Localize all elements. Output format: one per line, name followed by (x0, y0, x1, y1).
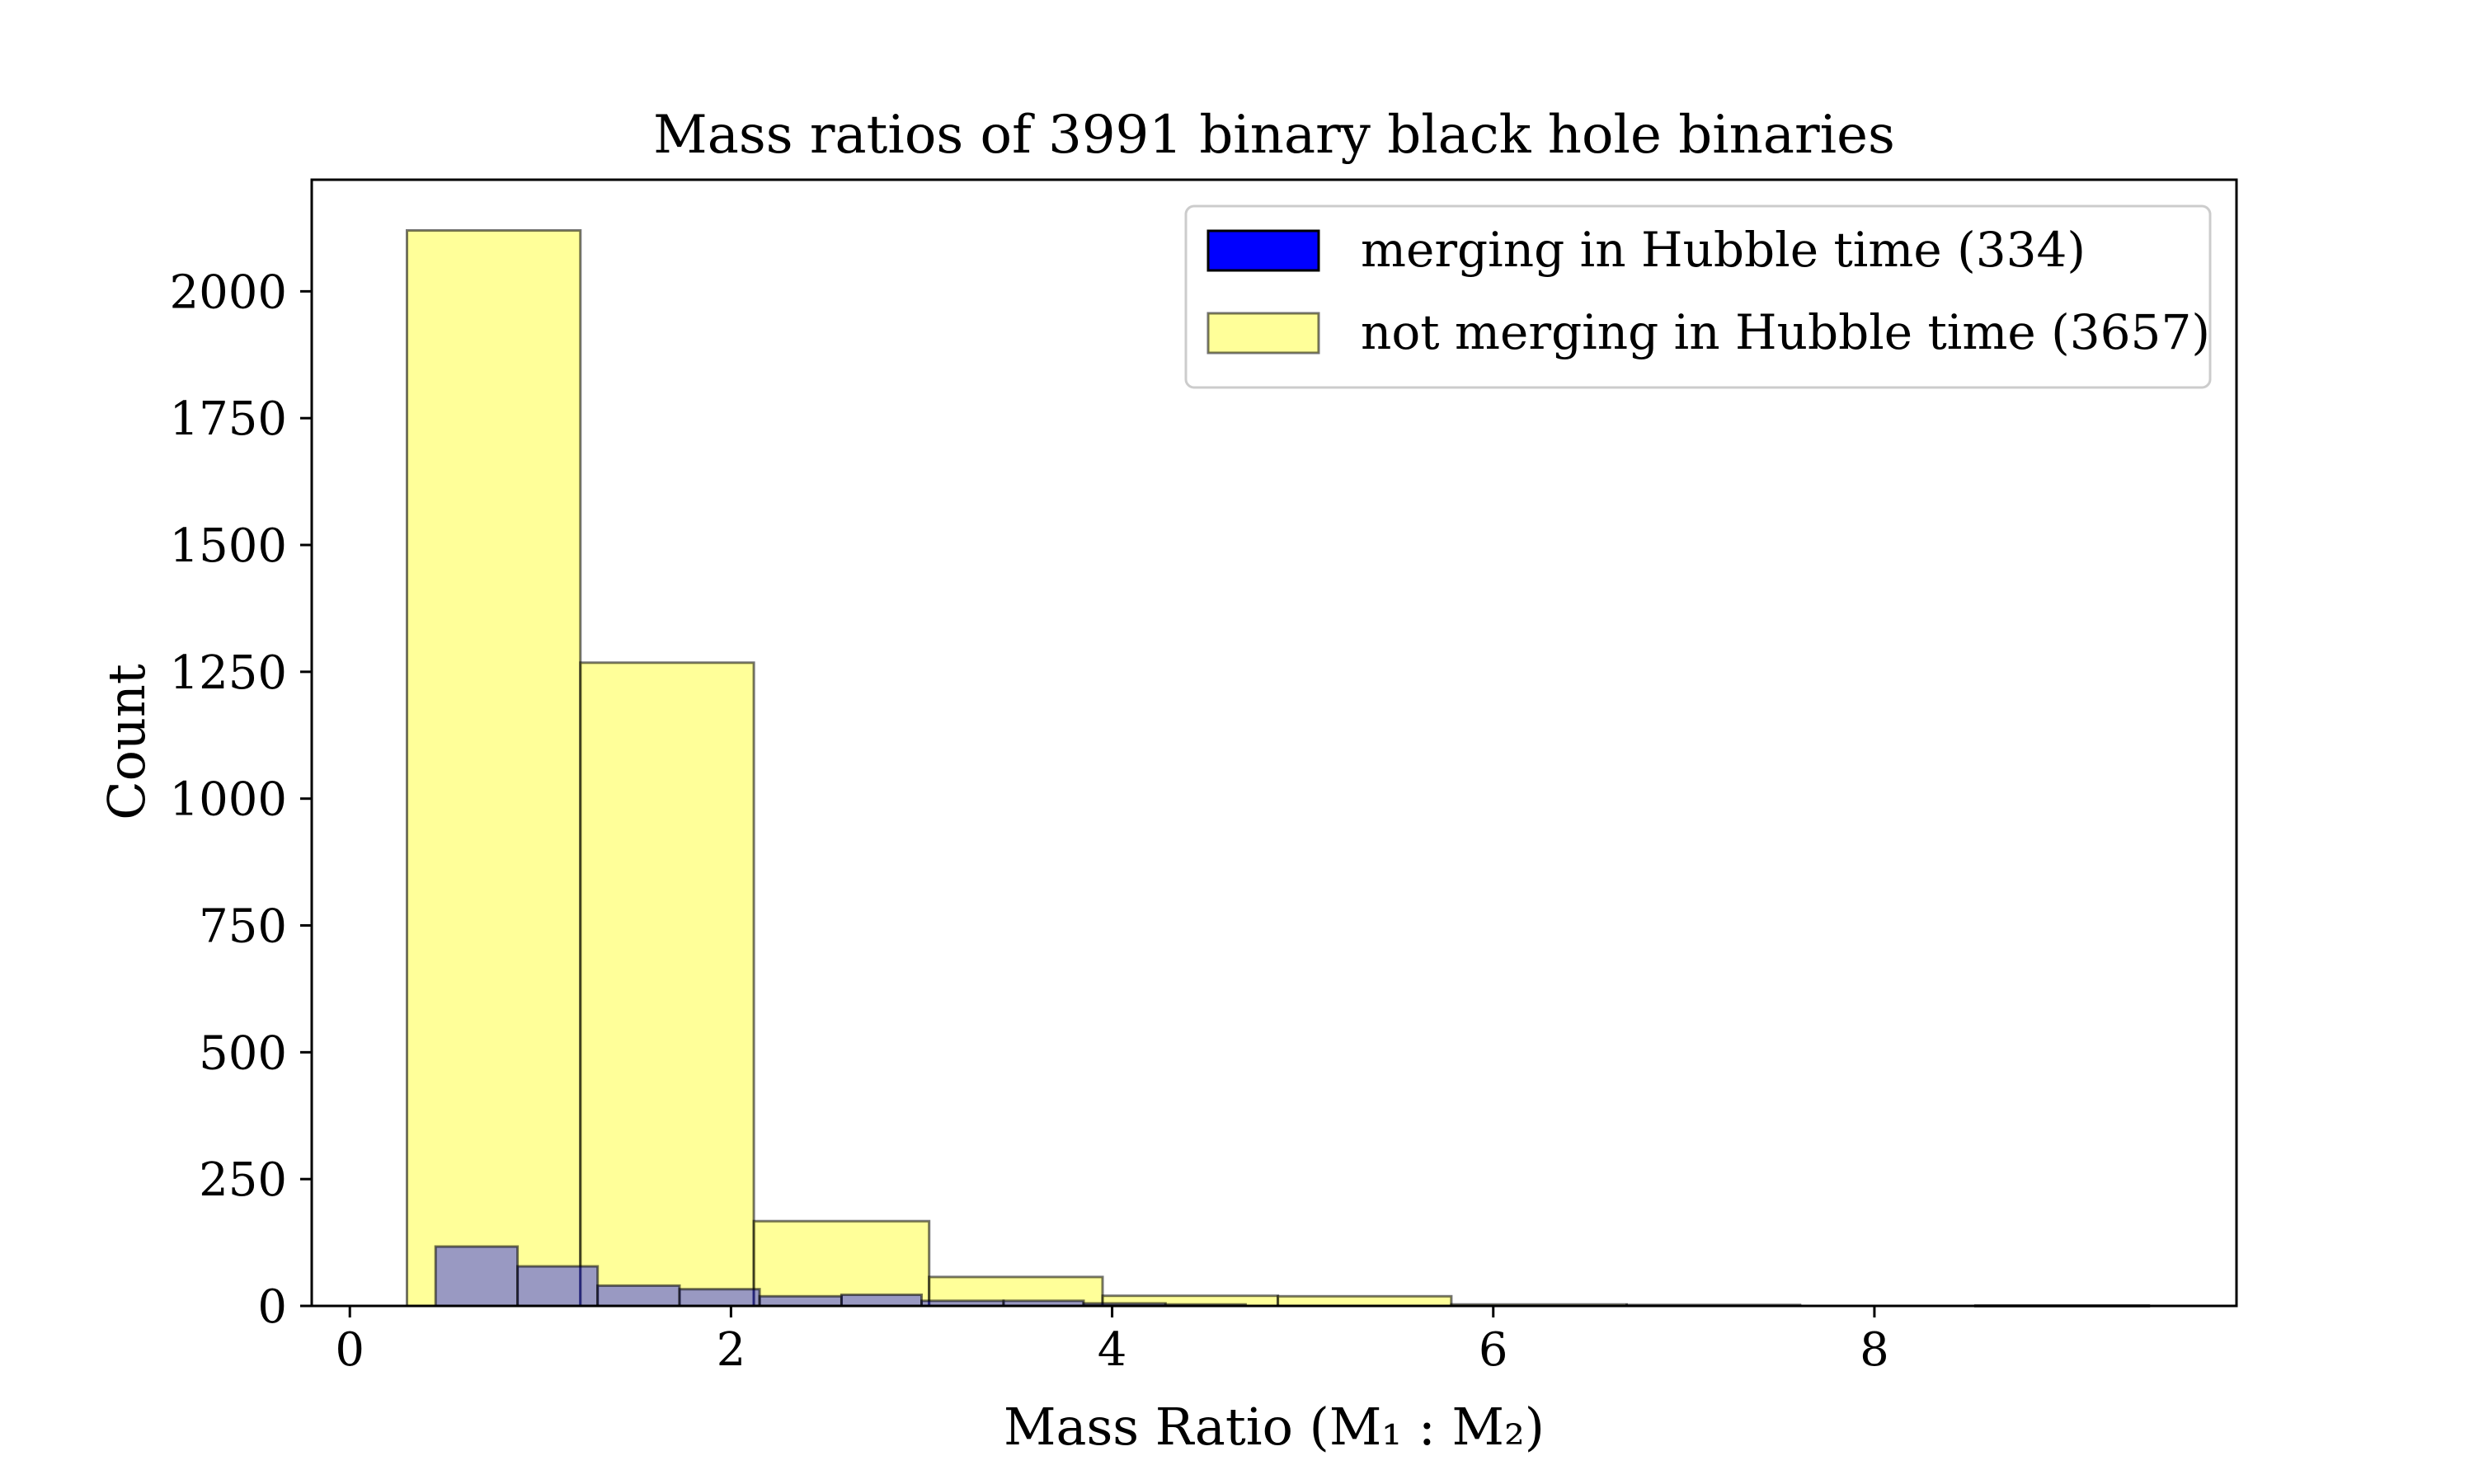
plot-frame (310, 178, 2238, 1308)
legend-swatch-merging (1206, 229, 1320, 272)
chart-title: Mass ratios of 3991 binary black hole bi… (653, 105, 1895, 166)
y-axis-ticks: 0 250 500 750 1000 1250 1500 1750 2000 (169, 265, 312, 1334)
bar-merging-5 (840, 1294, 924, 1308)
x-tick-label-0: 0 (335, 1323, 365, 1377)
bar-merging-2 (596, 1284, 681, 1308)
x-tick-label-3: 6 (1479, 1323, 1508, 1377)
legend-box (1184, 204, 2212, 389)
y-tick-label-5: 1250 (169, 646, 287, 700)
legend-label-not-merging: not merging in Hubble time (3657) (1361, 304, 2210, 360)
x-axis-label: Mass Ratio (M₁ : M₂) (1004, 1397, 1545, 1457)
y-tick-label-1: 250 (199, 1153, 287, 1207)
y-tick-label-0: 0 (257, 1280, 287, 1334)
bar-not-merging-0 (406, 229, 582, 1308)
y-tick-label-7: 1750 (169, 392, 287, 446)
bar-merging-0 (434, 1245, 520, 1308)
y-tick-label-3: 750 (199, 900, 287, 954)
bar-merging-4 (758, 1294, 843, 1308)
bar-not-merging-1 (579, 661, 755, 1308)
x-axis-ticks: 0 2 4 6 8 (335, 1306, 1889, 1377)
y-tick-label-2: 500 (199, 1026, 287, 1080)
bar-not-merging-2 (752, 1219, 931, 1308)
x-tick-label-2: 4 (1098, 1323, 1127, 1377)
y-tick-label-6: 1500 (169, 519, 287, 573)
y-axis-label: Count (96, 664, 157, 820)
bars-not-merging (406, 229, 2151, 1308)
bar-merging-3 (678, 1288, 761, 1308)
legend-swatch-not-merging (1206, 312, 1320, 355)
y-tick-label-4: 1000 (169, 773, 287, 827)
x-tick-label-4: 8 (1860, 1323, 1889, 1377)
bar-merging-1 (516, 1265, 600, 1308)
bar-not-merging-5 (1277, 1294, 1453, 1308)
legend: merging in Hubble time (334) not merging… (1184, 204, 2212, 389)
x-tick-label-1: 2 (717, 1323, 746, 1377)
legend-label-merging: merging in Hubble time (334) (1361, 222, 2086, 278)
y-tick-label-8: 2000 (169, 265, 287, 319)
